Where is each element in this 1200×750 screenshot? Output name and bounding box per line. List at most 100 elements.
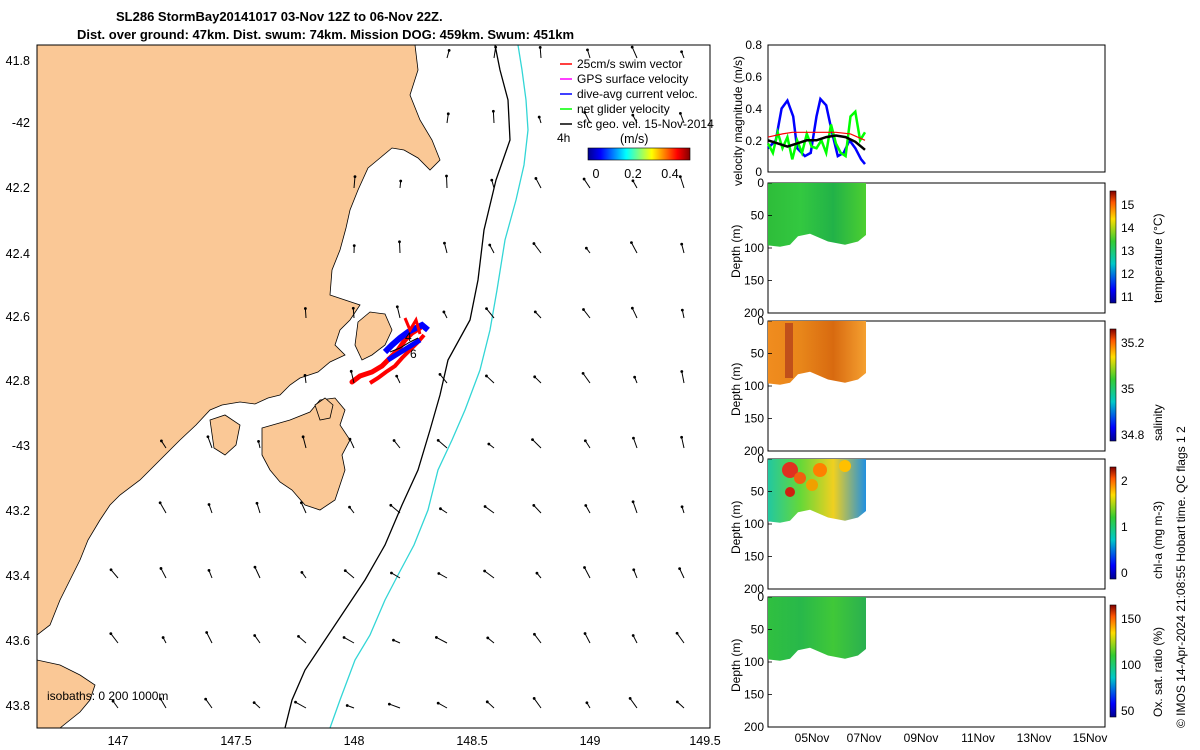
velocity-arrow-head	[631, 113, 635, 117]
chl-patch	[785, 487, 795, 497]
map-xtick: 149	[580, 734, 601, 748]
velocity-arrow-head	[582, 177, 586, 181]
velocity-arrow-head	[583, 111, 587, 114]
velocity-arrow-head	[486, 636, 490, 640]
velocity-arrow-head	[353, 175, 357, 179]
velocity-arrow	[533, 505, 542, 514]
velocity-arrow-head	[485, 374, 488, 378]
vel-ytick: 0	[755, 165, 762, 179]
velocity-arrow	[298, 635, 307, 644]
velocity-arrow-head	[678, 175, 682, 179]
velocity-arrow-head	[628, 697, 632, 700]
depth-panel: 0 50 100 150 200 Depth (m) 35.2 35 34.8 salinity	[729, 314, 1165, 458]
map-ytick: 42.6	[6, 310, 30, 324]
velocity-arrow	[205, 698, 213, 709]
time-tick: 09Nov	[904, 731, 939, 745]
colorbar-tick: 34.8	[1121, 428, 1145, 442]
map-ytick: 42.2	[6, 181, 30, 195]
velocity-arrow	[632, 501, 638, 514]
velocity-arrow-head	[533, 310, 537, 314]
depth-colorbar	[1109, 466, 1117, 580]
velocity-arrow	[343, 637, 355, 644]
velocity-arrow-head	[446, 112, 450, 116]
velocity-arrow	[681, 437, 685, 449]
depth-ytick: 50	[751, 347, 765, 361]
velocity-arrow	[583, 309, 591, 319]
velocity-arrow-head	[257, 440, 260, 443]
velocity-arrow-head	[532, 503, 536, 507]
colorbar-tick: 35	[1121, 382, 1135, 396]
velocity-arrow-head	[253, 634, 257, 637]
colorbar-label: Ox. sat. ratio (%)	[1151, 627, 1165, 717]
depth-ytick: 100	[744, 241, 764, 255]
velocity-arrow-head	[348, 437, 352, 441]
chl-patch	[813, 463, 827, 477]
velocity-arrow	[350, 371, 355, 384]
velocity-arrow	[535, 178, 542, 189]
velocity-arrow	[391, 572, 401, 579]
track-label-6: 6	[410, 347, 417, 361]
velocity-arrow-head	[582, 308, 585, 311]
velocity-arrow-head	[395, 305, 399, 309]
depth-ytick: 100	[744, 379, 764, 393]
velocity-arrow-head	[485, 307, 488, 311]
velocity-arrow	[584, 440, 591, 449]
velocity-arrow	[208, 504, 213, 514]
velocity-arrow-head	[439, 507, 442, 511]
velocity-arrow-head	[532, 242, 536, 245]
velocity-arrow	[681, 244, 685, 254]
velocity-arrow-head	[538, 46, 542, 49]
velocity-arrow	[349, 438, 355, 449]
depth-ytick: 150	[744, 412, 764, 426]
depth-ylabel: Depth (m)	[729, 501, 743, 554]
velocity-arrow-head	[345, 704, 349, 707]
land-islet	[314, 397, 334, 421]
velocity-arrow	[398, 241, 401, 254]
salinity-streak	[785, 323, 793, 378]
velocity-arrow-head	[488, 243, 492, 247]
depth-ytick: 100	[744, 655, 764, 669]
velocity-arrow-head	[632, 436, 635, 440]
map-x-ticks: 147 147.5 148 148.5 149 149.5	[108, 734, 721, 748]
velocity-arrow-head	[387, 702, 391, 706]
velocity-arrow	[353, 176, 356, 189]
velocity-arrow	[633, 569, 638, 579]
velocity-arrow-head	[206, 435, 210, 439]
chl-patch	[806, 479, 818, 491]
colorbar-label: temperature (°C)	[1151, 214, 1165, 304]
velocity-arrow	[437, 440, 448, 449]
velocity-arrow	[390, 504, 401, 514]
velocity-arrow-head	[390, 571, 393, 575]
velocity-arrow-head	[301, 435, 305, 439]
legend-gps-velocity: GPS surface velocity	[577, 72, 688, 86]
velocity-arrow-head	[586, 48, 589, 52]
velocity-arrow-head	[633, 375, 637, 379]
map-ytick: 43.2	[6, 504, 30, 518]
velocity-series-line	[767, 96, 866, 165]
velocity-arrow	[302, 436, 307, 449]
velocity-arrow-head	[207, 568, 211, 572]
velocity-arrow-head	[437, 572, 441, 575]
velocity-arrow-head	[436, 701, 440, 705]
velocity-panel: 0.8 0.6 0.4 0.2 0 velocity magnitude (m/…	[731, 38, 1106, 186]
velocity-arrow	[160, 568, 167, 579]
velocity-series-line	[767, 131, 866, 141]
colorbar-label: salinity	[1151, 404, 1165, 441]
time-tick: 05Nov	[795, 731, 830, 745]
velocity-arrow	[532, 439, 542, 449]
velocity-arrow	[300, 502, 307, 514]
depth-ylabel: Depth (m)	[729, 639, 743, 692]
velocity-arrow	[389, 703, 401, 709]
velocity-arrow-head	[389, 503, 393, 507]
velocity-arrow-head	[351, 306, 355, 310]
speed-colorbar: 4h (m/s) 0 0.2 0.4	[557, 131, 691, 181]
velocity-arrow	[443, 243, 448, 254]
velocity-arrow	[110, 633, 119, 644]
velocity-arrow	[539, 47, 542, 59]
velocity-arrow-head	[631, 500, 635, 504]
velocity-arrow-head	[399, 179, 403, 183]
velocity-arrow-head	[680, 435, 684, 439]
velocity-arrow	[207, 436, 213, 449]
velocity-arrow-head	[490, 178, 494, 182]
velocity-arrow-head	[491, 109, 495, 113]
